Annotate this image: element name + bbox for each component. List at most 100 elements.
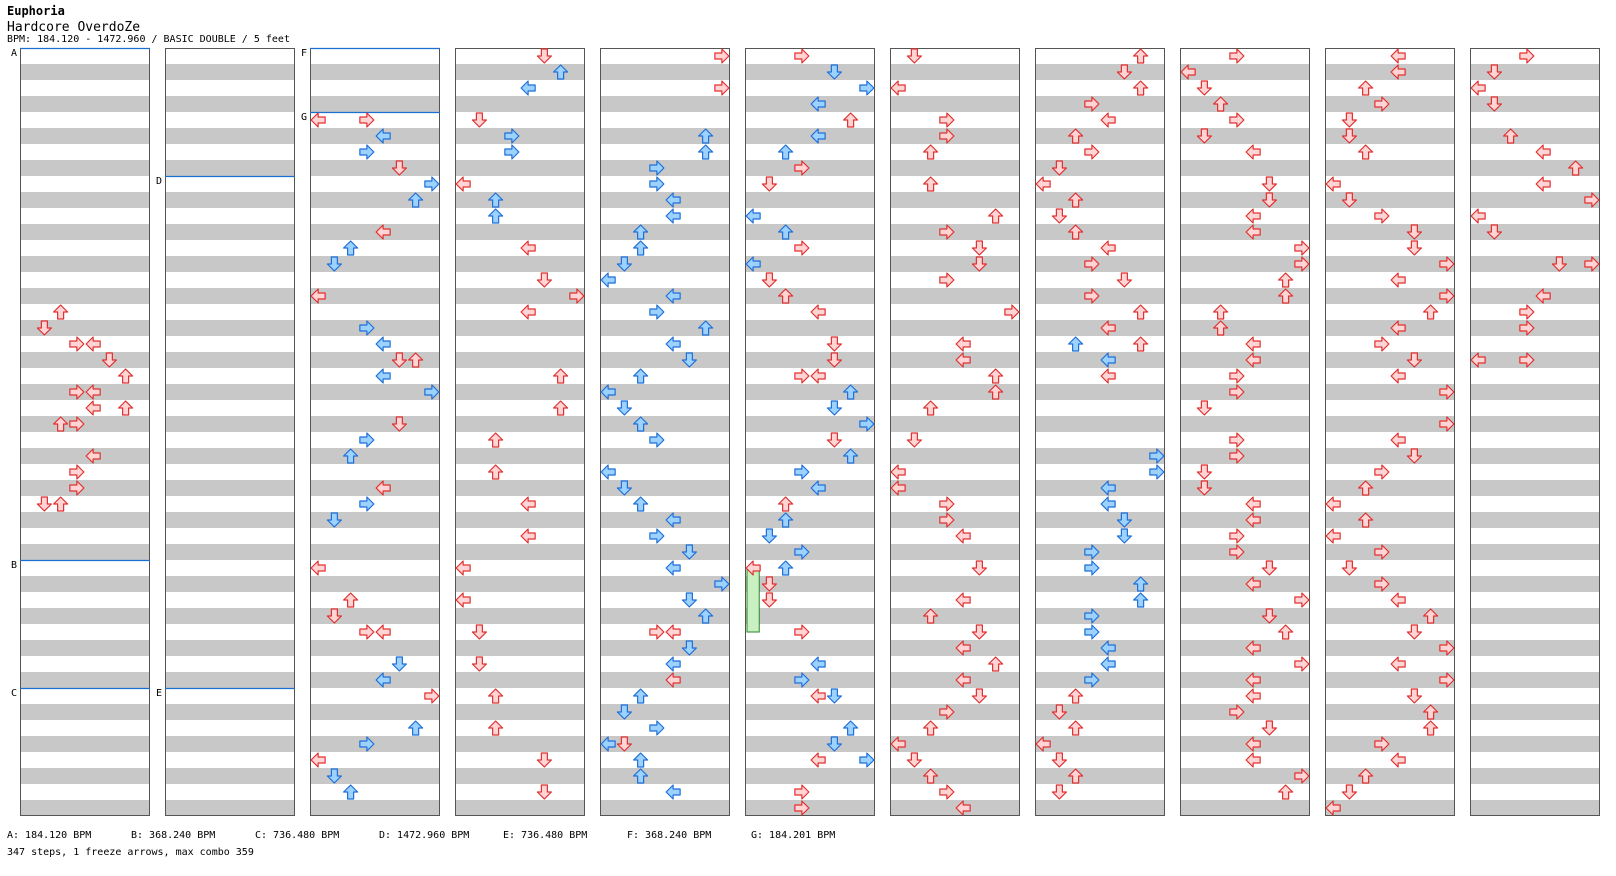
right-arrow-note bbox=[939, 128, 955, 144]
left-arrow-note bbox=[1245, 688, 1261, 704]
left-arrow-note bbox=[520, 528, 536, 544]
beat-stripe bbox=[890, 544, 1020, 560]
down-arrow-note bbox=[1341, 112, 1357, 128]
beat-stripe bbox=[1180, 544, 1310, 560]
right-arrow-note bbox=[69, 336, 85, 352]
beat-stripe bbox=[600, 800, 730, 816]
beat-stripe bbox=[890, 448, 1020, 464]
bpm-change-label: E bbox=[156, 688, 162, 699]
left-arrow-note bbox=[600, 736, 616, 752]
left-arrow-note bbox=[955, 592, 971, 608]
up-arrow-note bbox=[553, 400, 569, 416]
left-arrow-note bbox=[890, 80, 906, 96]
left-arrow-note bbox=[520, 240, 536, 256]
right-arrow-note bbox=[714, 576, 730, 592]
right-arrow-note bbox=[649, 160, 665, 176]
beat-stripe bbox=[20, 256, 150, 272]
beat-stripe bbox=[745, 480, 875, 496]
down-arrow-note bbox=[616, 400, 632, 416]
beat-stripe bbox=[600, 704, 730, 720]
left-arrow-note bbox=[665, 624, 681, 640]
up-arrow-note bbox=[1278, 624, 1294, 640]
up-arrow-note bbox=[1213, 304, 1229, 320]
right-arrow-note bbox=[1439, 384, 1455, 400]
column-border bbox=[1035, 48, 1165, 816]
beat-stripe bbox=[20, 160, 150, 176]
beat-stripe bbox=[1470, 800, 1600, 816]
up-arrow-note bbox=[988, 656, 1004, 672]
beat-stripe bbox=[1035, 160, 1165, 176]
beat-stripe bbox=[1180, 704, 1310, 720]
down-arrow-note bbox=[971, 624, 987, 640]
right-arrow-note bbox=[424, 688, 440, 704]
left-arrow-note bbox=[955, 528, 971, 544]
right-arrow-note bbox=[939, 224, 955, 240]
right-arrow-note bbox=[1374, 464, 1390, 480]
beat-stripe bbox=[20, 64, 150, 80]
left-arrow-note bbox=[810, 656, 826, 672]
beat-stripe bbox=[890, 608, 1020, 624]
left-arrow-note bbox=[375, 368, 391, 384]
right-arrow-note bbox=[1439, 288, 1455, 304]
beat-stripe bbox=[600, 288, 730, 304]
left-arrow-note bbox=[665, 336, 681, 352]
right-arrow-note bbox=[1374, 576, 1390, 592]
beat-stripe bbox=[1470, 448, 1600, 464]
beat-stripe bbox=[600, 736, 730, 752]
beat-stripe bbox=[1325, 288, 1455, 304]
beat-stripe bbox=[20, 384, 150, 400]
beat-stripe bbox=[745, 192, 875, 208]
beat-stripe bbox=[890, 672, 1020, 688]
beat-stripe bbox=[455, 672, 585, 688]
right-arrow-note bbox=[1229, 544, 1245, 560]
beat-stripe bbox=[1035, 352, 1165, 368]
beat-stripe bbox=[310, 512, 440, 528]
left-arrow-note bbox=[810, 128, 826, 144]
bpm-legend-item: B: 368.240 BPM bbox=[131, 830, 216, 841]
left-arrow-note bbox=[375, 128, 391, 144]
down-arrow-note bbox=[391, 416, 407, 432]
beat-stripe bbox=[600, 672, 730, 688]
right-arrow-note bbox=[714, 80, 730, 96]
left-arrow-note bbox=[955, 800, 971, 816]
beat-stripe bbox=[890, 96, 1020, 112]
beat-stripe bbox=[600, 640, 730, 656]
beat-stripe bbox=[1035, 608, 1165, 624]
beat-stripe bbox=[1180, 800, 1310, 816]
beat-stripe bbox=[165, 672, 295, 688]
beat-stripe bbox=[890, 416, 1020, 432]
right-arrow-note bbox=[569, 288, 585, 304]
beat-stripe bbox=[455, 320, 585, 336]
beat-stripe bbox=[310, 640, 440, 656]
beat-stripe bbox=[1035, 384, 1165, 400]
beat-stripe bbox=[745, 672, 875, 688]
beat-stripe bbox=[310, 96, 440, 112]
beat-stripe bbox=[455, 640, 585, 656]
beat-stripe bbox=[745, 352, 875, 368]
up-arrow-note bbox=[1213, 96, 1229, 112]
column-border bbox=[1325, 48, 1455, 816]
beat-stripe bbox=[890, 64, 1020, 80]
chart-column bbox=[600, 48, 730, 816]
up-arrow-note bbox=[778, 288, 794, 304]
up-arrow-note bbox=[633, 688, 649, 704]
up-arrow-note bbox=[1068, 336, 1084, 352]
beat-stripe bbox=[20, 736, 150, 752]
right-arrow-note bbox=[794, 624, 810, 640]
left-arrow-note bbox=[1035, 176, 1051, 192]
beat-stripe bbox=[1470, 672, 1600, 688]
up-arrow-note bbox=[633, 768, 649, 784]
left-arrow-note bbox=[890, 464, 906, 480]
down-arrow-note bbox=[971, 560, 987, 576]
beat-stripe bbox=[455, 480, 585, 496]
up-arrow-note bbox=[778, 560, 794, 576]
beat-stripe bbox=[745, 96, 875, 112]
beat-stripe bbox=[1035, 512, 1165, 528]
beat-stripe bbox=[20, 96, 150, 112]
down-arrow-note bbox=[1116, 272, 1132, 288]
beat-stripe bbox=[1325, 768, 1455, 784]
left-arrow-note bbox=[1245, 672, 1261, 688]
right-arrow-note bbox=[1084, 672, 1100, 688]
bpm-legend-item: A: 184.120 BPM bbox=[7, 830, 92, 841]
beat-stripe bbox=[1470, 640, 1600, 656]
